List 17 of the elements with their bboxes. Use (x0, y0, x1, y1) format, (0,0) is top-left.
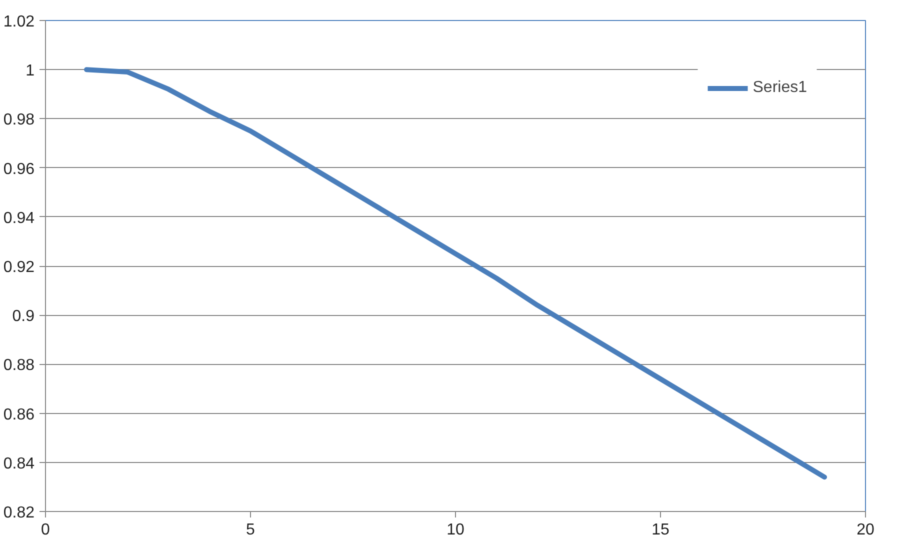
legend-label: Series1 (752, 79, 807, 97)
y-tick-label: 1.02 (3, 14, 35, 30)
x-tick-label: 0 (41, 522, 50, 538)
y-tick-label: 0.94 (3, 210, 35, 227)
y-tick-label: 0.84 (3, 455, 35, 472)
x-tick-label: 10 (446, 522, 464, 538)
y-tick-label: 0.92 (3, 259, 35, 276)
y-tick-label: 0.98 (3, 112, 35, 129)
x-tick-label: 15 (652, 522, 670, 538)
y-tick-label: 0.86 (3, 406, 35, 424)
y-tick-label: 0.88 (3, 357, 35, 374)
x-tick-label: 5 (246, 522, 256, 538)
y-tick-label: 0.96 (3, 160, 35, 178)
y-tick-label: 0.9 (12, 308, 35, 326)
y-tick-label: 1 (26, 62, 35, 80)
y-tick-label: 0.82 (3, 504, 35, 522)
x-tick-label: 20 (856, 522, 874, 538)
